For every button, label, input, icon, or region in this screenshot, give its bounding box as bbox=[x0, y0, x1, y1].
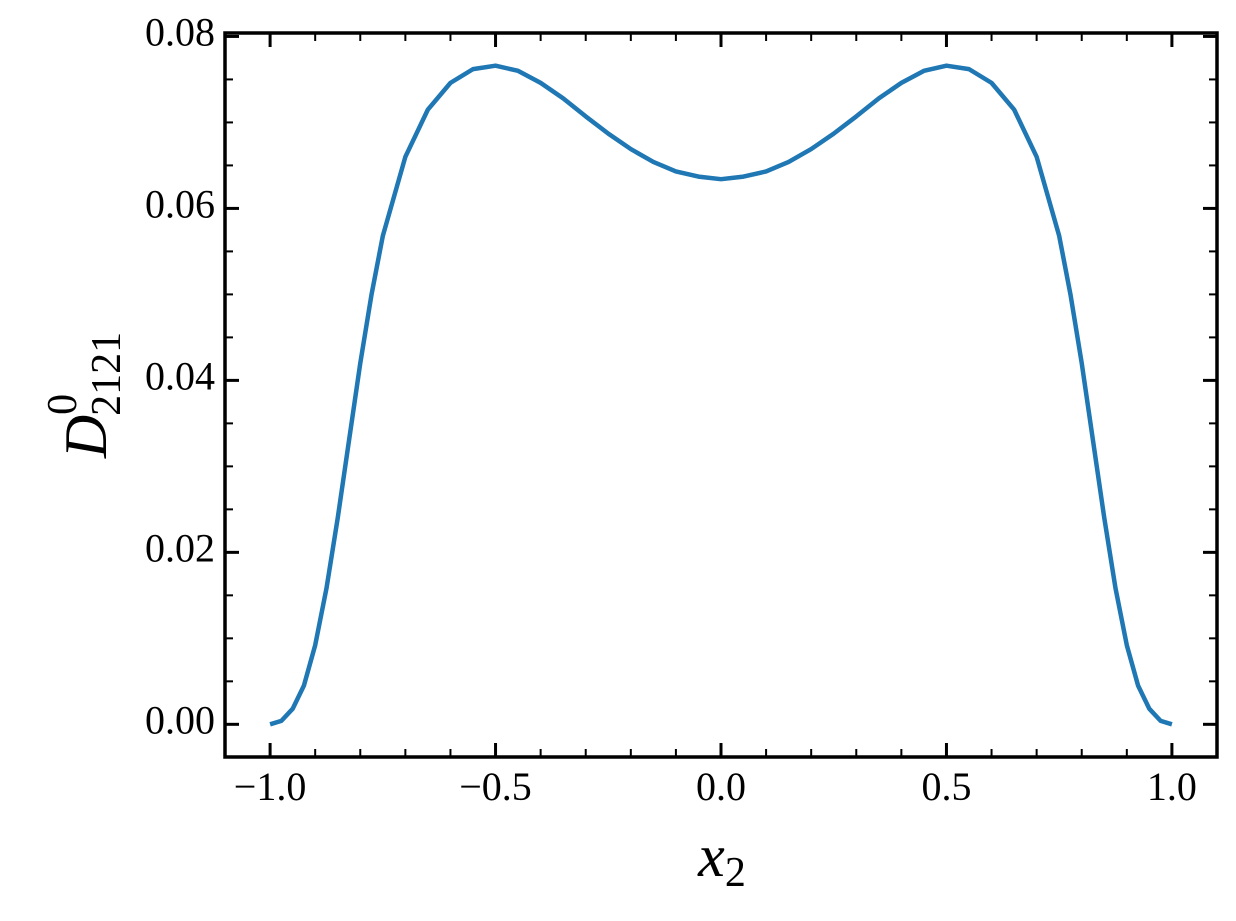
y-tick-label: 0.08 bbox=[145, 10, 215, 55]
y-tick-label: 0.00 bbox=[145, 697, 215, 742]
y-tick-label: 0.06 bbox=[145, 182, 215, 227]
x-label-base: x bbox=[697, 823, 725, 889]
y-tick-label: 0.04 bbox=[145, 354, 215, 399]
data-line bbox=[269, 63, 1173, 727]
x-tick-label: −0.5 bbox=[459, 764, 532, 809]
y-axis-label-group: D02121 bbox=[40, 332, 130, 459]
x-axis-label: x2 bbox=[697, 823, 746, 896]
y-label-base: D bbox=[53, 415, 119, 459]
x-tick-label: −1.0 bbox=[234, 764, 307, 809]
plot-frame bbox=[223, 31, 1219, 759]
x-tick-label: 0.5 bbox=[921, 764, 971, 809]
x-label-sub: 2 bbox=[725, 850, 746, 896]
y-axis-label: D02121 bbox=[40, 332, 130, 459]
y-label-sub: 2121 bbox=[84, 332, 130, 416]
y-tick-label: 0.02 bbox=[145, 526, 215, 571]
y-label-sup: 0 bbox=[40, 394, 86, 415]
x-tick-label: 0.0 bbox=[696, 764, 746, 809]
x-tick-label: 1.0 bbox=[1147, 764, 1197, 809]
